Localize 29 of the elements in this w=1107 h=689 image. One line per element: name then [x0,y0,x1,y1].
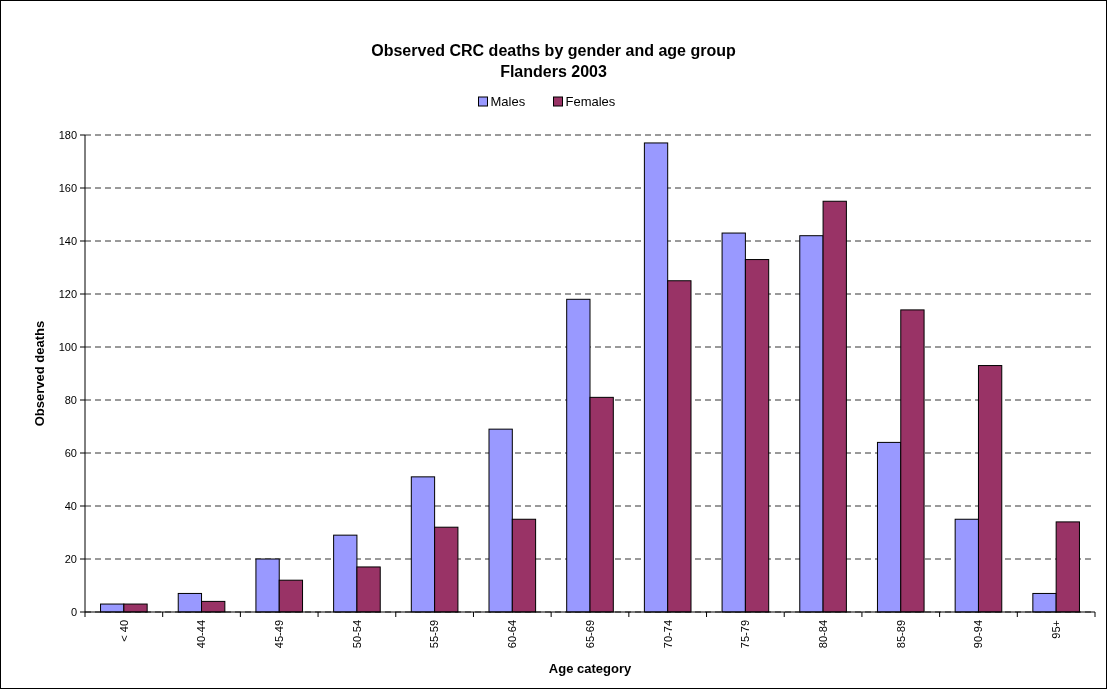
y-tick-label: 20 [64,552,77,565]
y-tick-label: 120 [58,287,77,300]
y-tick-label: 180 [58,128,77,141]
legend-label: Males [490,94,526,109]
chart-subtitle: Flanders 2003 [500,63,607,80]
x-tick-label: 50-54 [350,620,363,649]
x-tick-label: 60-64 [506,620,519,649]
x-tick-label: 70-74 [661,620,674,649]
y-tick-label: 60 [64,446,77,459]
x-tick-label: 55-59 [428,620,441,649]
x-tick-label: 75-79 [739,620,752,649]
x-tick-label: 45-49 [273,620,286,649]
y-tick-label: 80 [64,393,77,406]
y-axis-title: Observed deaths [32,320,47,427]
x-axis-title: Age category [548,661,632,676]
x-tick-label: 40-44 [195,620,208,649]
y-tick-label: 160 [58,181,77,194]
legend-label: Females [565,94,616,109]
y-tick-label: 100 [58,340,77,353]
x-tick-label: 90-94 [972,620,985,649]
y-tick-label: 0 [70,605,77,618]
x-tick-label: 80-84 [816,620,829,649]
y-tick-label: 40 [64,499,77,512]
x-tick-label: 95+ [1050,620,1062,639]
y-tick-label: 140 [58,234,77,247]
x-tick-label: 85-89 [894,620,907,649]
x-tick-label: < 40 [117,620,130,642]
x-tick-label: 65-69 [583,620,596,649]
chart-title: Observed CRC deaths by gender and age group [371,42,736,59]
